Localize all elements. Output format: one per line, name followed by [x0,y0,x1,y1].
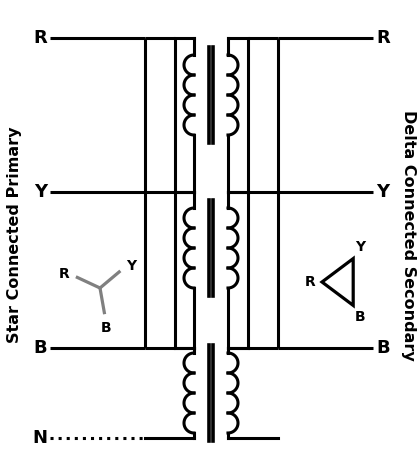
Text: B: B [101,322,111,335]
Text: R: R [376,29,390,47]
Text: B: B [34,339,47,357]
Text: B: B [376,339,390,357]
Text: Y: Y [376,183,389,201]
Text: N: N [32,429,47,447]
Text: R: R [33,29,47,47]
Text: Y: Y [34,183,47,201]
Text: Star Connected Primary: Star Connected Primary [8,127,23,343]
Text: Y: Y [355,240,365,253]
Text: R: R [58,267,69,281]
Text: Delta Connected Secondary: Delta Connected Secondary [401,110,416,360]
Text: B: B [355,310,366,325]
Text: Y: Y [126,259,136,273]
Text: R: R [304,275,315,289]
